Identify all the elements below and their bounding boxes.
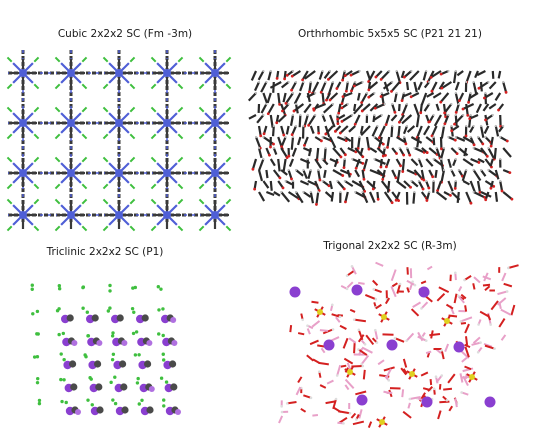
triclinic-structure-image [30, 283, 181, 416]
orthorhombic-structure-image [247, 69, 514, 206]
trigonal-structure-image [278, 261, 519, 428]
panel-caption-cubic: Cubic 2x2x2 SC (Fm -3m) [57, 28, 193, 40]
panel-caption-trigonal: Trigonal 2x2x2 SC (R-3m) [323, 240, 457, 252]
panel-caption-orthorhombic: Orthrhombic 5x5x5 SC (P21 21 21) [298, 28, 482, 40]
panel-caption-triclinic: Triclinic 2x2x2 SC (P1) [46, 246, 164, 258]
cubic-structure-image [6, 50, 232, 232]
